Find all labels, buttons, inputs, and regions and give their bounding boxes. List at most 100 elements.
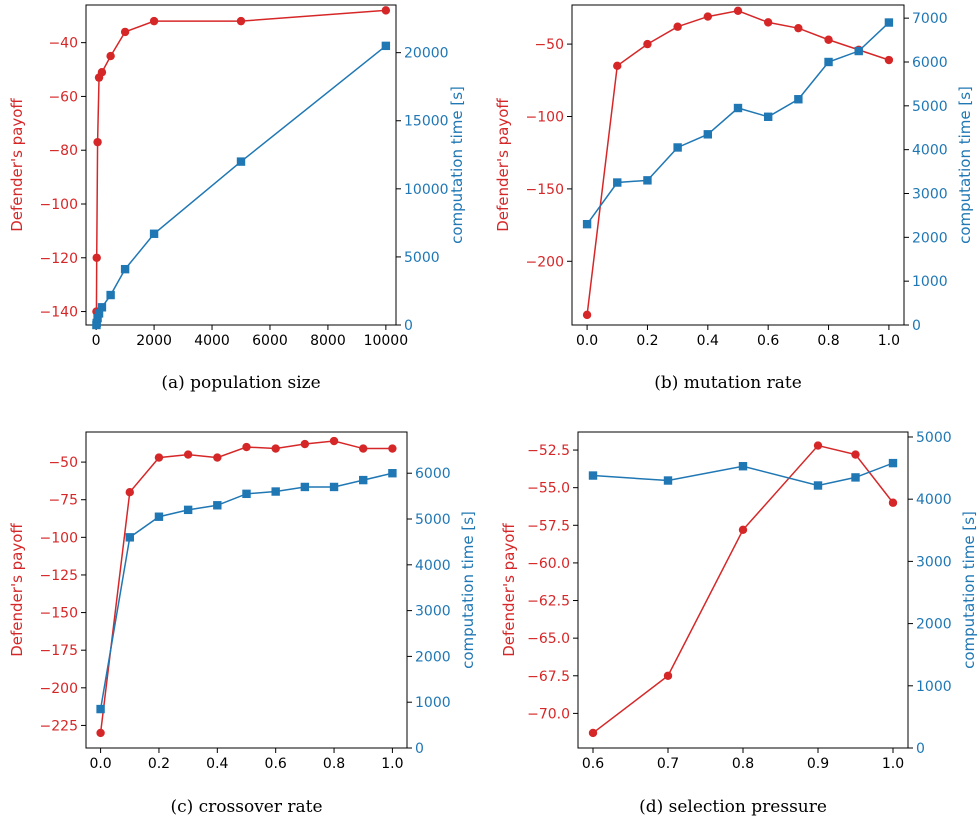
time-point	[92, 318, 101, 328]
time-point	[703, 130, 713, 139]
time-point	[125, 533, 134, 542]
payoff-point	[381, 6, 391, 15]
payoff-point	[663, 671, 673, 680]
x-tick-label: 0.0	[89, 756, 111, 772]
x-tick-label: 1.0	[878, 333, 900, 349]
time-point	[120, 264, 130, 274]
chart-panel: 0.0 0.2 0.4 0.6 0.8 1.0 −200 −150 −100 −50 0 1000 20…	[494, 4, 974, 393]
time-point	[794, 95, 803, 104]
payoff-point	[794, 23, 803, 33]
time-line	[586, 21, 890, 225]
payoff-line	[99, 440, 393, 734]
payoff-point	[388, 444, 397, 453]
y-left-tick-label: −150	[526, 182, 564, 198]
time-point	[183, 505, 193, 515]
time-point	[97, 303, 107, 312]
x-tick-label: 10000	[364, 333, 409, 349]
payoff-point	[613, 61, 622, 71]
y-left-tick-label: −200	[526, 254, 564, 270]
y-right-tick-label: 20000	[404, 46, 449, 62]
payoff-point	[92, 253, 101, 262]
payoff-point	[763, 18, 773, 27]
y-left-tick-label: −52.5	[527, 443, 570, 459]
y-left-tick-label: −80	[48, 143, 78, 159]
x-tick-label: 8000	[310, 333, 346, 349]
time-point	[643, 176, 652, 185]
y-left-tick-label: −40	[48, 36, 78, 52]
payoff-point	[125, 487, 134, 497]
chart-panel: 0 2000 4000 6000 8000 10000 −140 −120 −100 −80 −60…	[8, 4, 466, 393]
y-right-tick-label: 6000	[912, 55, 948, 71]
payoff-point	[242, 442, 251, 452]
payoff-point	[673, 22, 682, 31]
time-point	[813, 481, 823, 490]
time-point	[588, 471, 598, 480]
payoff-line	[95, 9, 386, 312]
x-tick-label: 2000	[136, 333, 172, 349]
payoff-point	[359, 444, 368, 453]
payoff-point	[183, 450, 193, 459]
payoff-point	[96, 728, 105, 738]
y-right-tick-label: 1000	[415, 695, 451, 711]
y-left-tick-label: −50	[534, 37, 564, 53]
time-point	[613, 178, 622, 187]
payoff-point	[813, 441, 823, 450]
payoff-point	[120, 27, 130, 37]
time-point	[96, 704, 105, 714]
x-tick-label: 0.8	[732, 756, 754, 772]
x-tick-label: 0.0	[576, 333, 598, 349]
y-right-tick-label: 3000	[912, 186, 948, 202]
y-left-tick-label: −200	[40, 681, 78, 697]
y-right-tick-label: 10000	[404, 182, 449, 198]
panel-caption: (b) mutation rate	[654, 373, 802, 393]
plot-frame	[85, 431, 408, 749]
time-point	[388, 469, 397, 478]
y-right-tick-label: 7000	[912, 11, 948, 27]
time-point	[329, 482, 339, 492]
payoff-line	[592, 444, 894, 734]
y-left-axis-label: Defender's payoff	[8, 98, 26, 232]
time-point	[381, 41, 391, 51]
y-right-axis-label: computation time [s]	[956, 86, 974, 244]
y-left-tick-label: −67.5	[527, 669, 570, 685]
y-left-tick-label: −60	[48, 89, 78, 105]
payoff-point	[106, 51, 115, 61]
y-right-tick-label: 2000	[916, 617, 952, 633]
y-right-tick-label: 1000	[912, 274, 948, 290]
payoff-point	[213, 453, 222, 462]
y-right-tick-label: 6000	[415, 466, 451, 482]
y-right-tick-label: 0	[404, 318, 413, 334]
y-right-tick-label: 5000	[404, 250, 440, 266]
time-point	[300, 482, 310, 492]
time-point	[888, 458, 898, 468]
time-point	[154, 512, 164, 521]
chart-panel: 0.0 0.2 0.4 0.6 0.8 1.0 −225 −200 −175 −150 −125 −1…	[8, 431, 477, 817]
x-tick-label: 0.2	[148, 756, 170, 772]
y-left-tick-label: −150	[40, 606, 78, 622]
x-tick-label: 0.2	[636, 333, 658, 349]
payoff-point	[97, 68, 107, 77]
x-tick-label: 0.8	[323, 756, 345, 772]
time-point	[236, 157, 246, 166]
y-right-tick-label: 2000	[415, 649, 451, 665]
payoff-point	[703, 12, 713, 21]
y-right-axis-label: computation time [s]	[448, 86, 466, 244]
x-tick-label: 0.6	[757, 333, 779, 349]
y-left-axis-label: Defender's payoff	[8, 523, 26, 657]
time-point	[733, 103, 743, 113]
x-tick-label: 0.4	[697, 333, 719, 349]
time-point	[213, 501, 222, 510]
panel-caption: (a) population size	[161, 373, 320, 393]
y-right-tick-label: 4000	[912, 143, 948, 159]
y-right-axis-label: computation time [s]	[960, 511, 978, 669]
y-left-tick-label: −65.0	[527, 631, 570, 647]
time-line	[95, 45, 387, 326]
time-point	[884, 18, 894, 27]
payoff-point	[271, 444, 280, 453]
y-right-tick-label: 0	[912, 318, 921, 334]
x-tick-label: 0.6	[265, 756, 287, 772]
payoff-point	[588, 728, 598, 738]
time-point	[149, 229, 159, 238]
x-tick-label: 0.6	[582, 756, 604, 772]
